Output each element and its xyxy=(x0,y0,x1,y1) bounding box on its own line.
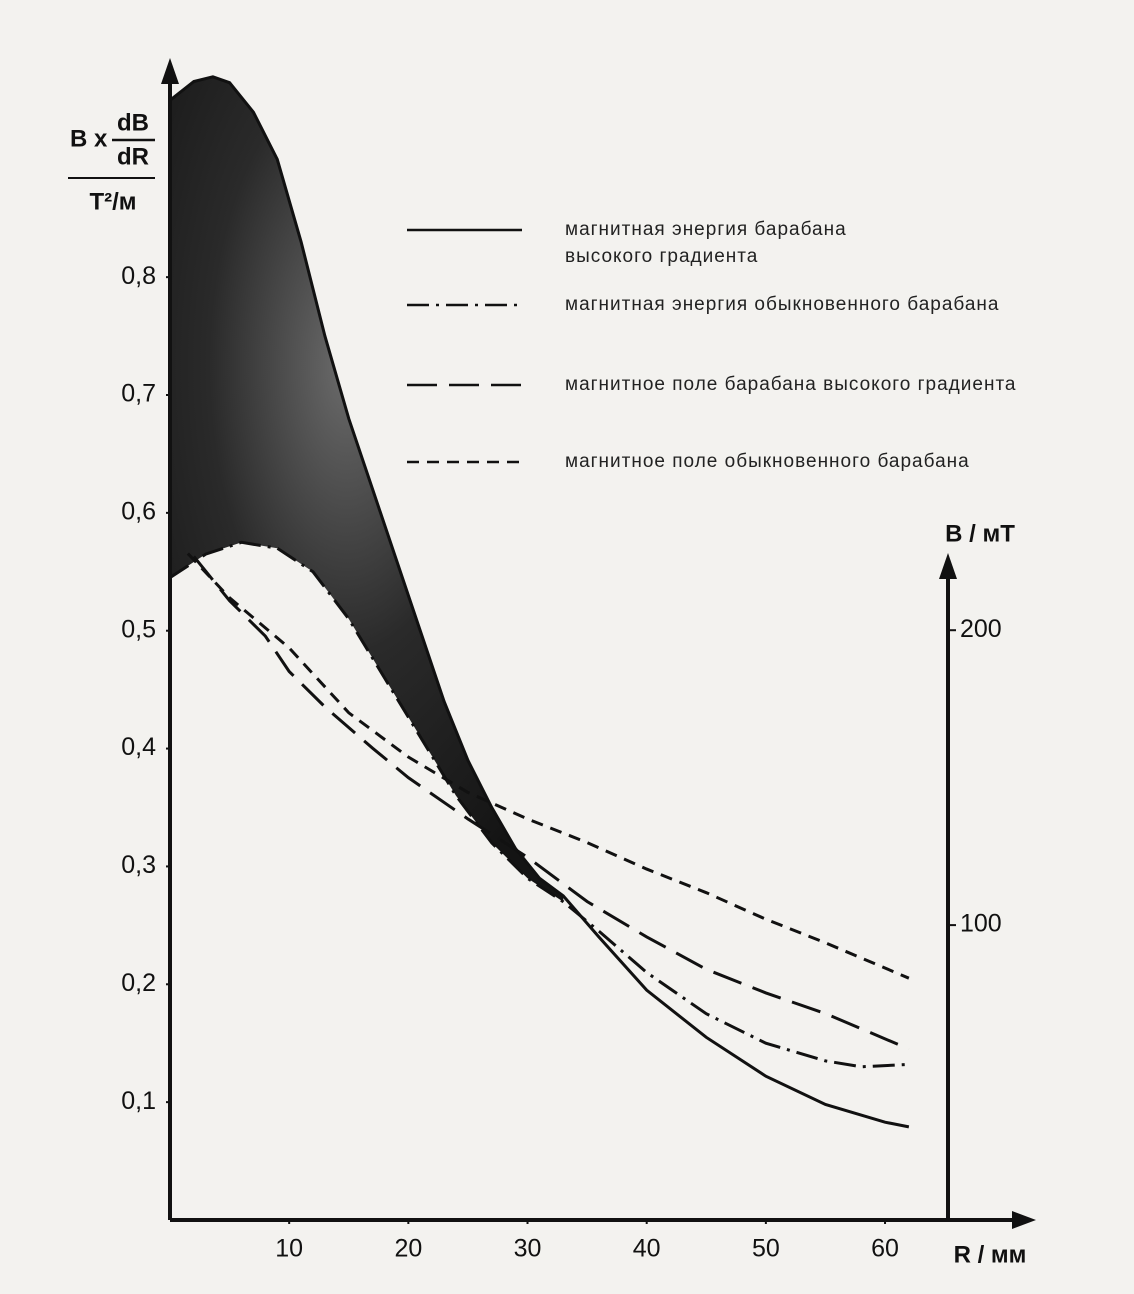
x-axis-arrow xyxy=(1012,1211,1036,1229)
y-tick-label: 0,4 xyxy=(121,733,156,761)
y2-tick-label: 100 xyxy=(960,910,1002,938)
y-tick-label: 0,7 xyxy=(121,380,156,408)
x-tick-label: 10 xyxy=(275,1235,303,1263)
y-axis-arrow xyxy=(161,58,179,84)
y-label-numerator: dB xyxy=(117,109,149,136)
series-line xyxy=(192,555,910,1051)
y-tick-label: 0,5 xyxy=(121,615,156,643)
x-tick-label: 30 xyxy=(514,1235,542,1263)
y-label-factor: B x xyxy=(70,125,108,152)
y-label-denominator: dR xyxy=(117,143,149,170)
y2-label: B / мT xyxy=(945,520,1015,547)
y-tick-label: 0,6 xyxy=(121,497,156,525)
shaded-region xyxy=(170,76,564,902)
y2-axis-arrow xyxy=(939,553,957,579)
legend-label: магнитная энергия обыкновенного барабана xyxy=(565,294,1000,315)
x-tick-label: 40 xyxy=(633,1235,661,1263)
legend-label: магнитное поле обыкновенного барабана xyxy=(565,451,970,472)
y-tick-label: 0,8 xyxy=(121,262,156,290)
x-tick-label: 60 xyxy=(871,1235,899,1263)
x-tick-label: 50 xyxy=(752,1235,780,1263)
series-line xyxy=(186,552,910,980)
y2-tick-label: 200 xyxy=(960,615,1002,643)
series-line xyxy=(169,75,910,1129)
y-tick-label: 0,1 xyxy=(121,1087,156,1115)
plot-area xyxy=(169,75,910,1129)
x-tick-label: 20 xyxy=(394,1235,422,1263)
series-line xyxy=(169,540,909,1069)
legend-label: магнитное поле барабана высокого градиен… xyxy=(565,374,1017,395)
y-tick-label: 0,2 xyxy=(121,969,156,997)
x-label: R / мм xyxy=(954,1241,1027,1268)
y-label-unit: T²/м xyxy=(89,188,136,215)
legend-label: магнитная энергия барабана высокого град… xyxy=(565,219,847,267)
y-tick-label: 0,3 xyxy=(121,851,156,879)
